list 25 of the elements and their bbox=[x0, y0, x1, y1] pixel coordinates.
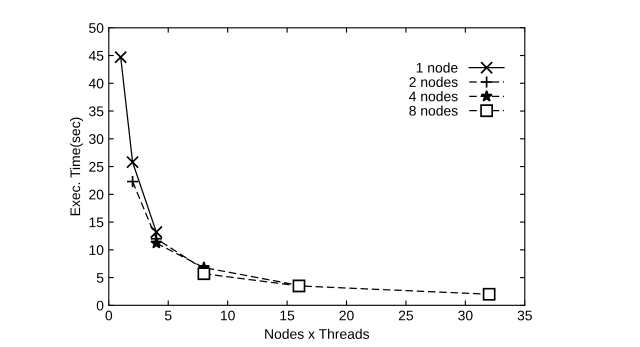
y-tick-label: 25 bbox=[89, 162, 104, 172]
y-axis-title: Exec. Time(sec) bbox=[70, 118, 83, 216]
x-tick-label: 25 bbox=[398, 310, 414, 320]
legend-label: 2 nodes bbox=[409, 76, 458, 88]
x-tick-label: 20 bbox=[339, 310, 354, 320]
legend-label: 8 nodes bbox=[409, 105, 458, 116]
x-tick-label: 10 bbox=[220, 310, 235, 320]
y-tick-label: 15 bbox=[90, 218, 104, 228]
x-axis-title: Nodes x Threads bbox=[265, 328, 370, 339]
x-tick-label: 0 bbox=[105, 310, 112, 320]
y-tick-label: 35 bbox=[89, 106, 104, 116]
x-tick-label: 5 bbox=[164, 310, 172, 320]
x-tick-label: 15 bbox=[280, 310, 294, 320]
y-tick-label: 30 bbox=[89, 134, 104, 144]
x-tick-label: 35 bbox=[518, 310, 532, 320]
y-tick-label: 10 bbox=[90, 245, 104, 256]
y-tick-label: 45 bbox=[88, 50, 104, 61]
y-tick-label: 20 bbox=[89, 190, 104, 200]
y-tick-label: 50 bbox=[89, 23, 104, 33]
legend-label: 4 nodes bbox=[409, 91, 458, 102]
y-tick-label: 40 bbox=[88, 78, 104, 88]
y-tick-label: 0 bbox=[96, 300, 104, 311]
legend-label: 1 node bbox=[416, 62, 458, 73]
y-tick-label: 5 bbox=[96, 273, 104, 283]
x-tick-label: 30 bbox=[458, 310, 473, 320]
